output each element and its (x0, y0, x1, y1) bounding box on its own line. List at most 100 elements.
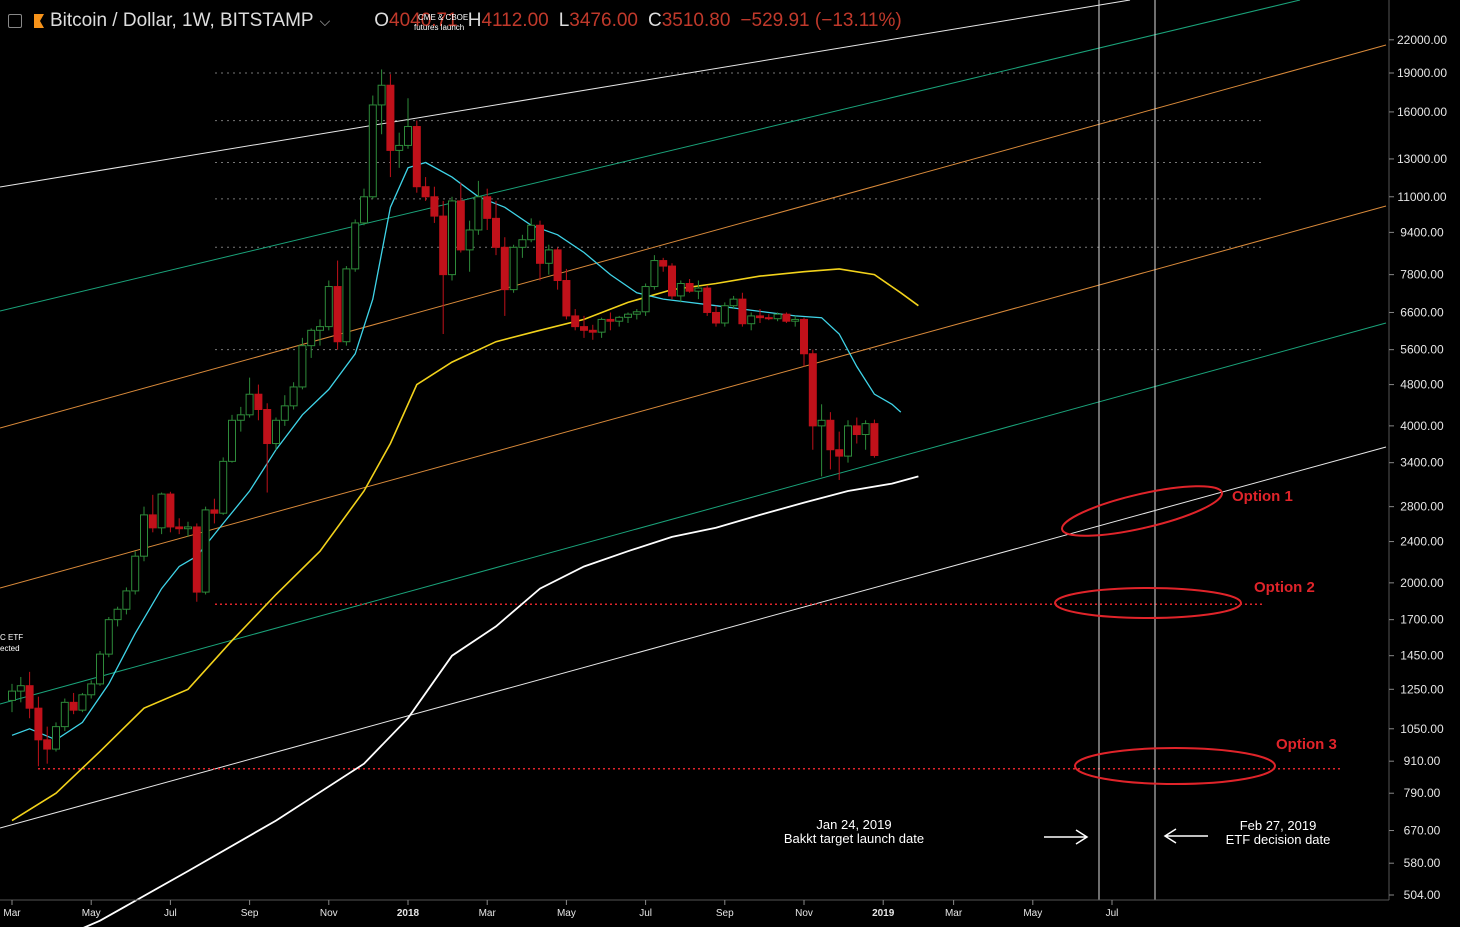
price-tick-label: 1450.00 (1400, 649, 1444, 663)
price-tick-label: 790.00 (1404, 786, 1441, 800)
price-tick-label: 9400.00 (1400, 225, 1444, 239)
candle-body (844, 425, 852, 457)
candle-body (219, 460, 228, 514)
candle-body (263, 408, 272, 445)
high-label: H (467, 10, 482, 31)
price-tick-label: 1250.00 (1400, 682, 1444, 696)
time-tick-label: 2019 (872, 908, 895, 919)
candle-body (527, 224, 536, 241)
candle-body (175, 526, 184, 530)
candle-body (553, 249, 562, 282)
arrow-right-icon (1044, 829, 1089, 845)
price-tick-label: 7800.00 (1400, 268, 1444, 282)
candle-body (104, 619, 113, 655)
candle-body (16, 685, 25, 692)
candle-body (659, 260, 668, 267)
price-tick-label: 4000.00 (1400, 419, 1444, 433)
candle-body (342, 268, 351, 343)
price-tick-label: 16000.00 (1397, 105, 1447, 119)
candle-body (316, 326, 324, 331)
candle-body (509, 246, 518, 291)
candle-body (500, 246, 509, 291)
candle-body (157, 493, 166, 529)
candle-body (694, 287, 703, 292)
symbol-title[interactable]: Bitcoin / Dollar, 1W, BITSTAMP (50, 10, 314, 31)
candle-body (52, 726, 60, 750)
candle-body (483, 196, 492, 219)
bakkt-date-label: Jan 24, 2019 (816, 817, 891, 832)
candles-group (8, 69, 879, 767)
candle-body (544, 249, 553, 264)
candle-body (764, 317, 773, 320)
open-value: 4040.71 (389, 10, 458, 31)
time-tick-label: Nov (320, 908, 338, 919)
candle-body (60, 701, 69, 728)
candle-body (307, 329, 316, 347)
candle-body (272, 419, 280, 445)
high-value: 4112.00 (481, 10, 549, 31)
candle-body (641, 286, 650, 313)
channel-line-1 (0, 446, 1387, 829)
candle-body (254, 393, 263, 410)
time-tick-label: May (1023, 908, 1042, 919)
candle-body (184, 526, 192, 530)
candle-body (78, 694, 87, 711)
price-tick-label: 13000.00 (1397, 152, 1447, 166)
price-tick-label: 6600.00 (1400, 305, 1444, 319)
candle-body (201, 509, 210, 593)
pin-icon[interactable] (8, 14, 22, 28)
candle-body (562, 280, 571, 317)
candle-body (791, 318, 800, 322)
candle-body (360, 196, 368, 224)
close-value: 3510.80 (661, 10, 731, 31)
price-tick-label: 22000.00 (1397, 33, 1447, 47)
candle-body (852, 425, 861, 436)
annotation-cme-1: CME & CBOE (418, 13, 468, 22)
time-tick-label: May (557, 908, 576, 919)
option-3-ellipse (1074, 747, 1276, 785)
candle-body (773, 313, 782, 320)
candle-body (377, 84, 386, 106)
candle-body (817, 419, 826, 427)
candle-body (122, 590, 131, 610)
low-label: L (558, 10, 570, 31)
price-tick-label: 4800.00 (1400, 378, 1444, 392)
option-2-ellipse (1054, 587, 1242, 619)
candle-body (536, 224, 544, 264)
candle-body (474, 196, 483, 231)
price-tick-label: 2800.00 (1400, 500, 1444, 514)
time-tick-label: Mar (3, 908, 21, 919)
bakkt-desc-label: Bakkt target launch date (784, 831, 924, 846)
candle-body (808, 353, 817, 427)
option-1-label: Option 1 (1232, 488, 1293, 505)
change-value: −529.91 (−13.11%) (740, 10, 902, 31)
time-tick-label: Jul (639, 908, 652, 919)
ma-mid-line (11, 268, 919, 822)
candle-body (87, 683, 96, 696)
candle-body (351, 222, 360, 270)
candle-body (298, 345, 307, 388)
etf-desc-label: ETF decision date (1226, 832, 1331, 847)
candle-body (421, 186, 430, 198)
candle-body (166, 493, 175, 528)
chevron-down-icon[interactable]: ⌵ (319, 12, 331, 29)
time-tick-label: 2018 (397, 908, 420, 919)
channel-line-4 (0, 44, 1387, 429)
candle-body (668, 265, 676, 297)
price-tick-label: 5600.00 (1400, 343, 1444, 357)
price-tick-label: 580.00 (1404, 856, 1441, 870)
candle-body (439, 215, 448, 276)
candle-body (826, 419, 835, 451)
option-1-ellipse (1061, 485, 1223, 537)
candle-body (518, 239, 527, 248)
candle-body (571, 315, 580, 328)
candle-body (148, 514, 157, 529)
candle-body (456, 200, 465, 251)
candle-body (615, 316, 624, 322)
candle-body (703, 287, 712, 313)
price-tick-label: 2000.00 (1400, 576, 1444, 590)
time-tick-label: Jul (164, 908, 177, 919)
etf-date-label: Feb 27, 2019 (1240, 818, 1317, 833)
candle-body (747, 315, 756, 325)
